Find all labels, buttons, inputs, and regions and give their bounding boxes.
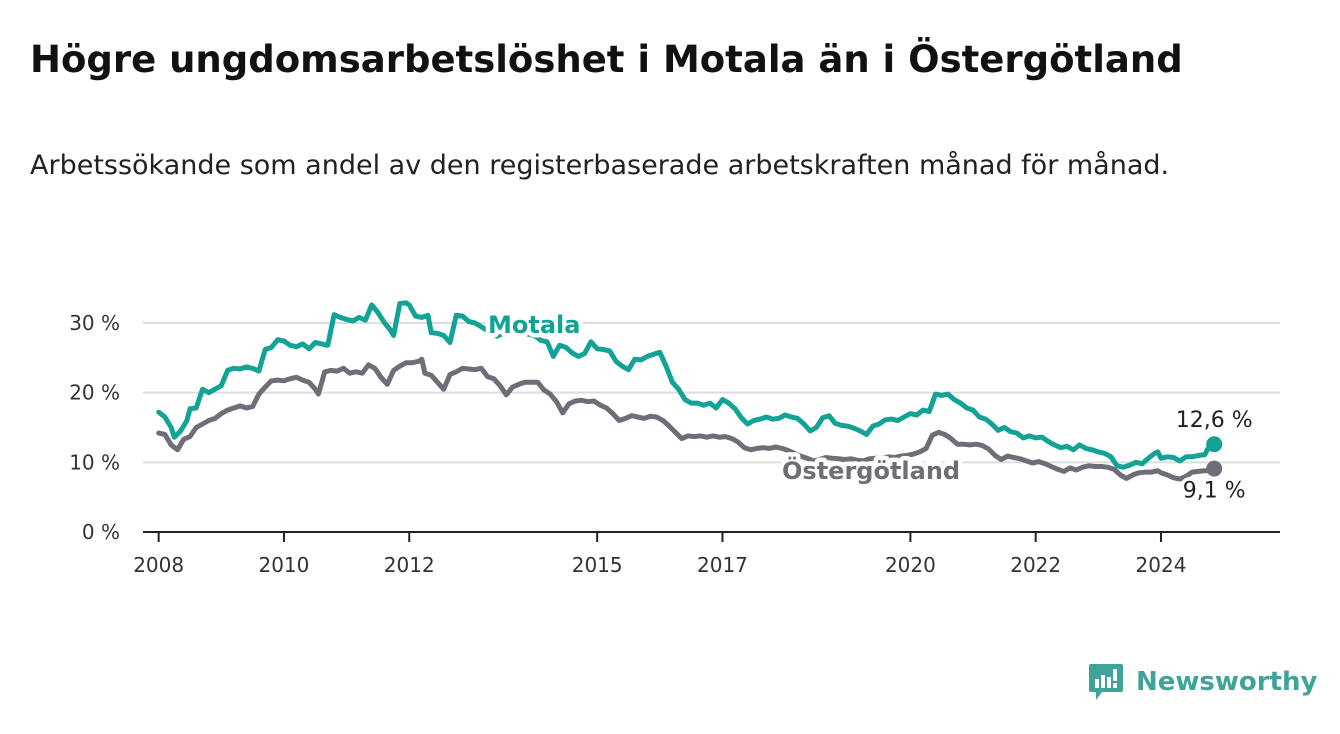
y-tick-label: 20 %: [69, 381, 120, 405]
end-point-marker: [1206, 436, 1223, 453]
y-tick-label: 10 %: [69, 450, 120, 474]
x-tick-label: 2012: [384, 553, 435, 577]
brand-name: Newsworthy: [1136, 667, 1318, 697]
y-axis-ticks: 0 % 10 % 20 % 30 %: [69, 311, 120, 544]
x-axis-ticks: 2008 2010 2012 2015 2017 2020 2022 2024: [133, 532, 1186, 577]
newsworthy-logo[interactable]: Newsworthy: [1088, 660, 1317, 704]
end-label-halo: 9,1 %: [1183, 479, 1246, 504]
y-tick-label: 0 %: [82, 520, 120, 544]
x-tick-label: 2022: [1010, 553, 1061, 577]
end-value-label: 9,1 %: [1183, 479, 1246, 504]
x-tick-label: 2017: [697, 553, 748, 577]
series-name-label: Östergötland: [782, 455, 960, 485]
x-tick-label: 2020: [885, 553, 936, 577]
x-tick-label: 2010: [258, 553, 309, 577]
x-tick-label: 2008: [133, 553, 184, 577]
chart-title: Högre ungdomsarbetslöshet i Motala än i …: [30, 38, 1183, 81]
y-tick-label: 30 %: [69, 311, 120, 335]
series-label-halo: Motala: [488, 311, 580, 339]
x-tick-label: 2024: [1136, 553, 1187, 577]
x-tick-label: 2015: [572, 553, 623, 577]
series-labels: MotalaMotalaÖstergötlandÖstergötland12,6…: [484, 307, 1257, 508]
newsworthy-logo-icon: [1089, 664, 1123, 700]
series-line-motala: [156, 300, 1217, 470]
chart-subtitle: Arbetssökande som andel av den registerb…: [30, 150, 1170, 181]
end-value-label: 12,6 %: [1176, 408, 1253, 433]
series-line-ostergotland: [156, 356, 1217, 482]
series-name-label: Motala: [488, 311, 580, 339]
end-label-halo: 12,6 %: [1176, 408, 1253, 433]
end-point-marker: [1206, 460, 1223, 477]
series-label-halo: Östergötland: [782, 455, 960, 485]
series-lines: [156, 300, 1223, 482]
